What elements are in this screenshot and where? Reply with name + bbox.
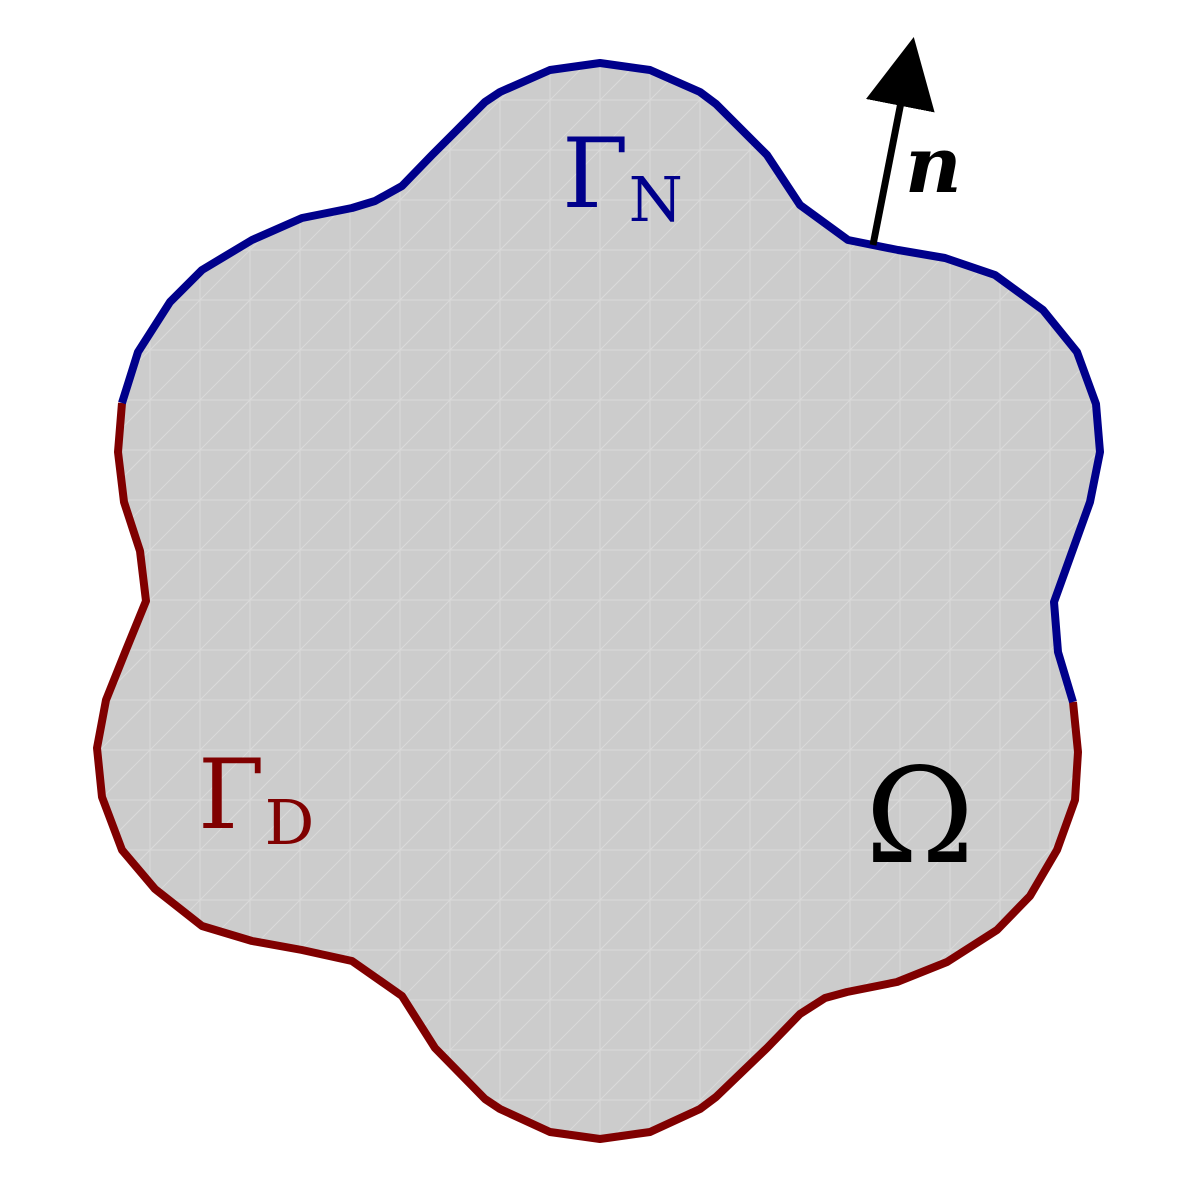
mesh-line	[0, 0, 150, 1200]
mesh-line	[1100, 0, 1200, 1200]
dirichlet-label-main: Γ	[198, 739, 265, 851]
neumann-label-sub: N	[629, 163, 683, 236]
normal-vector-label: n	[905, 120, 962, 211]
dirichlet-label-sub: D	[265, 786, 315, 859]
mesh-line	[1150, 0, 1200, 1200]
domain-label: Ω	[865, 740, 974, 894]
neumann-label-main: Γ	[562, 118, 629, 230]
mesh-line	[0, 0, 50, 1200]
normal-vector-arrow	[873, 92, 903, 245]
mesh-line	[1050, 0, 1200, 1200]
mesh-line	[0, 0, 100, 1200]
